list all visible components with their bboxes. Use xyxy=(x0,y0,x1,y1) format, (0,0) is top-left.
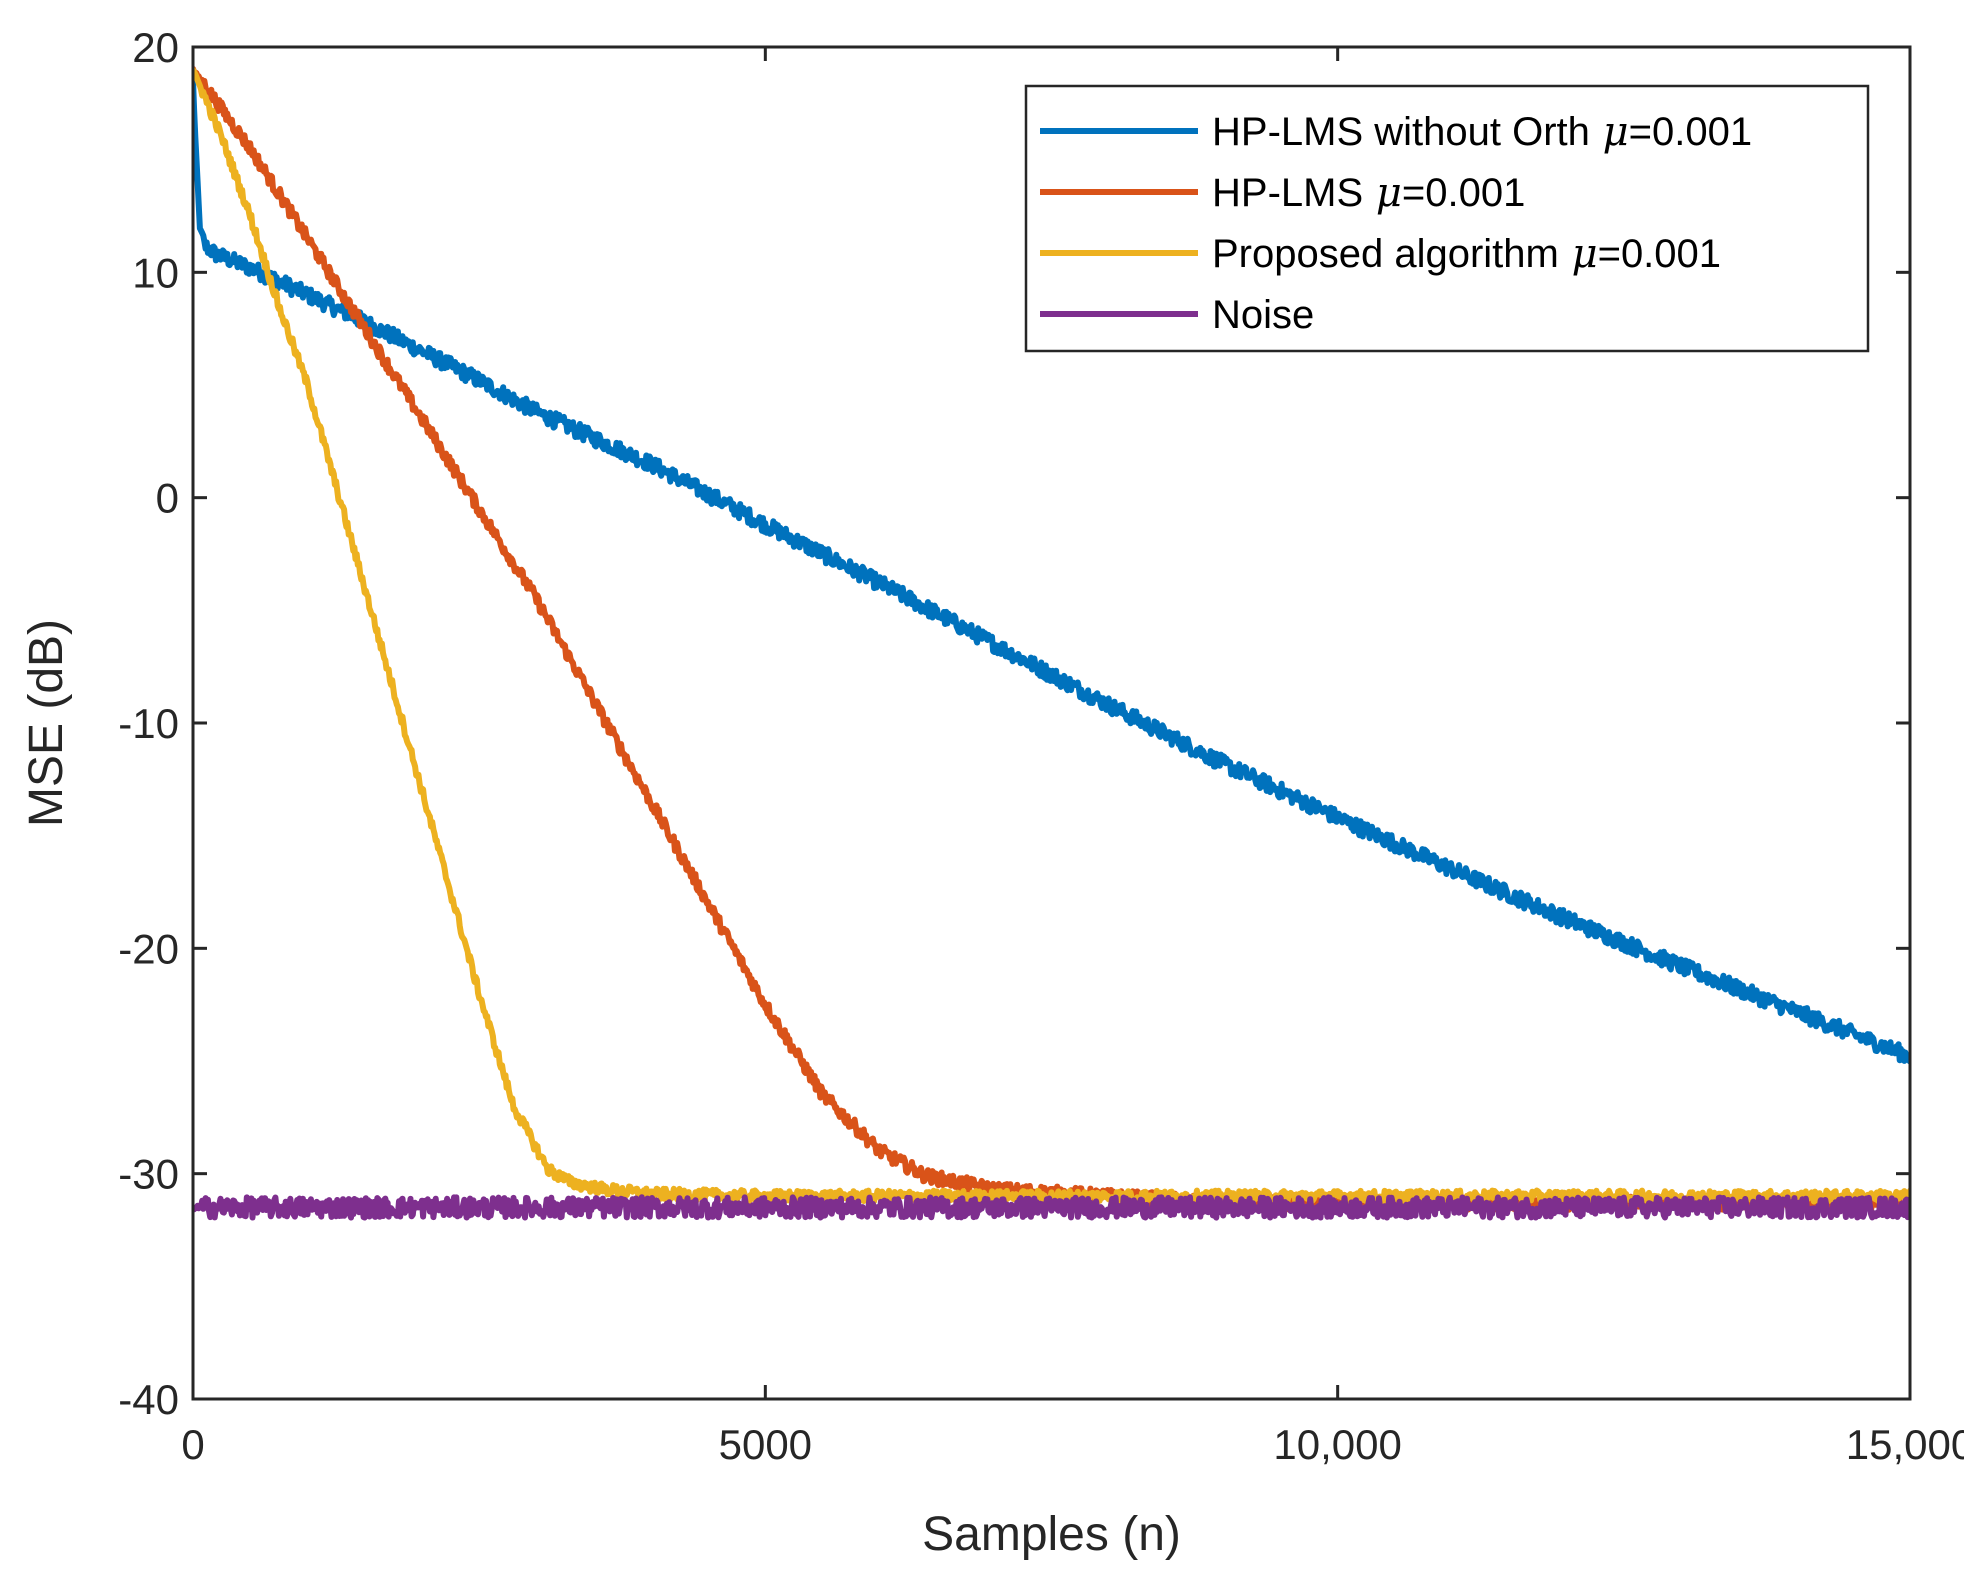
y-tick-label: -40 xyxy=(118,1376,179,1423)
x-tick-label: 15,000 xyxy=(1846,1421,1964,1468)
y-tick-label: -20 xyxy=(118,925,179,972)
y-axis-title: MSE (dB) xyxy=(20,619,73,827)
legend-series-suffix: =0.001 xyxy=(1629,110,1752,154)
y-tick-label: 10 xyxy=(132,249,179,296)
legend-label: Noise xyxy=(1212,293,1314,337)
series-layer xyxy=(193,65,1910,1221)
y-tick-label: 20 xyxy=(132,24,179,71)
mu-symbol: μ xyxy=(1559,231,1598,277)
y-tick-label: 0 xyxy=(156,475,179,522)
axis-ticks: 0 5000 10,000 15,000 20 10 0 -10 -20 -30 -40 xyxy=(118,24,1964,1468)
series-line-4 xyxy=(193,1194,1910,1221)
series-line-3 xyxy=(193,67,1910,1205)
y-tick-label: -10 xyxy=(118,700,179,747)
mu-symbol: μ xyxy=(1363,170,1402,216)
mu-symbol: μ xyxy=(1590,109,1629,155)
x-tick-label: 10,000 xyxy=(1273,1421,1401,1468)
series-line-1 xyxy=(193,77,1910,1065)
legend-series-name: Noise xyxy=(1212,293,1314,337)
x-tick-label: 5000 xyxy=(719,1421,812,1468)
legend-series-name: HP-LMS xyxy=(1212,171,1363,215)
legend-label: HP-LMS without Orth μ=0.001 xyxy=(1212,109,1752,155)
legend-series-suffix: =0.001 xyxy=(1402,171,1525,215)
legend-series-name: Proposed algorithm xyxy=(1212,232,1559,276)
legend-label: Proposed algorithm μ=0.001 xyxy=(1212,231,1721,277)
legend-series-suffix: =0.001 xyxy=(1598,232,1721,276)
legend-series-name: HP-LMS without Orth xyxy=(1212,110,1590,154)
y-tick-label: -30 xyxy=(118,1151,179,1198)
x-axis-title: Samples (n) xyxy=(922,1508,1181,1561)
legend-label: HP-LMS μ=0.001 xyxy=(1212,170,1525,216)
x-tick-label: 0 xyxy=(181,1421,204,1468)
